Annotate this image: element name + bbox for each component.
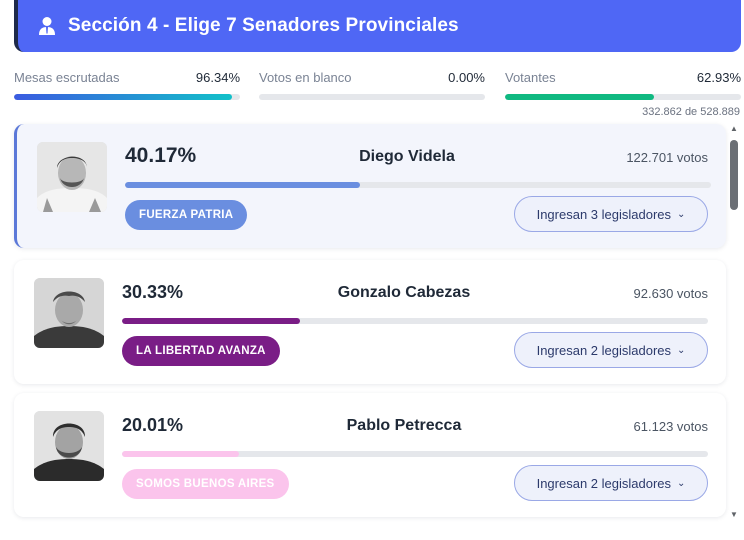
stat-value: 62.93% [696, 70, 741, 85]
scroll-down-arrow-icon[interactable]: ▼ [730, 510, 738, 519]
scrollbar[interactable]: ▲ ▼ [728, 124, 740, 524]
candidate-photo [37, 142, 107, 212]
candidate-percentage: 20.01% [122, 415, 184, 435]
scroll-up-arrow-icon[interactable]: ▲ [730, 124, 738, 133]
party-badge: LA LIBERTAD AVANZA [122, 336, 280, 366]
candidate-photo-image [37, 142, 107, 212]
candidate-progress-fill [125, 182, 361, 188]
party-badge: FUERZA PATRIA [125, 200, 248, 230]
stat-progress-fill [505, 94, 654, 100]
stat-label: Votos en blanco [259, 70, 352, 85]
candidate-photo [34, 411, 104, 481]
stat-value: 96.34% [195, 70, 240, 85]
stat-progress-track [259, 94, 485, 100]
chevron-down-icon: ⌄ [677, 344, 686, 356]
candidate-name: Pablo Petrecca [346, 417, 462, 434]
ingresan-legisladores-button[interactable]: Ingresan 2 legisladores ⌄ [514, 332, 708, 368]
candidate-votes: 92.630 votos [633, 286, 708, 301]
candidate-progress-track [122, 451, 708, 457]
scrollbar-thumb[interactable] [730, 140, 738, 210]
stat-progress-fill [14, 94, 232, 100]
candidate-card[interactable]: 40.17% Diego Videla 122.701 votos FUERZA… [14, 124, 726, 248]
candidate-progress-track [125, 182, 711, 188]
party-badge: SOMOS BUENOS AIRES [122, 469, 289, 499]
candidate-percentage: 30.33% [122, 282, 184, 302]
candidate-votes: 122.701 votos [626, 150, 708, 165]
candidate-card[interactable]: 20.01% Pablo Petrecca 61.123 votos SOMOS… [14, 393, 726, 517]
candidate-progress-track [122, 318, 708, 324]
candidate-card[interactable]: 30.33% Gonzalo Cabezas 92.630 votos LA L… [14, 260, 726, 384]
candidate-progress-fill [122, 318, 300, 324]
stat-label: Mesas escrutadas [14, 70, 120, 85]
candidate-votes: 61.123 votos [633, 419, 708, 434]
ingresan-label: Ingresan 2 legisladores [536, 475, 672, 491]
user-icon [39, 17, 55, 35]
chevron-down-icon: ⌄ [677, 208, 686, 220]
ingresan-legisladores-button[interactable]: Ingresan 3 legisladores ⌄ [514, 196, 708, 232]
candidate-name: Gonzalo Cabezas [337, 284, 471, 301]
stat-value: 0.00% [448, 70, 485, 85]
candidate-photo-image [34, 411, 104, 481]
candidate-progress-fill [122, 451, 240, 457]
stat-progress-track [505, 94, 741, 100]
candidate-photo [34, 278, 104, 348]
ingresan-label: Ingresan 3 legisladores [536, 206, 672, 222]
stat-progress-track [14, 94, 240, 100]
section-header: Sección 4 - Elige 7 Senadores Provincial… [14, 0, 741, 52]
candidate-name: Diego Videla [359, 148, 455, 165]
candidate-percentage: 40.17% [125, 144, 197, 167]
candidate-photo-image [34, 278, 104, 348]
stat-label: Votantes [505, 70, 556, 85]
chevron-down-icon: ⌄ [677, 477, 686, 489]
ingresan-label: Ingresan 2 legisladores [536, 342, 672, 358]
voters-count: 332.862 de 528.889 [642, 106, 740, 118]
section-title: Sección 4 - Elige 7 Senadores Provincial… [68, 15, 459, 36]
ingresan-legisladores-button[interactable]: Ingresan 2 legisladores ⌄ [514, 465, 708, 501]
